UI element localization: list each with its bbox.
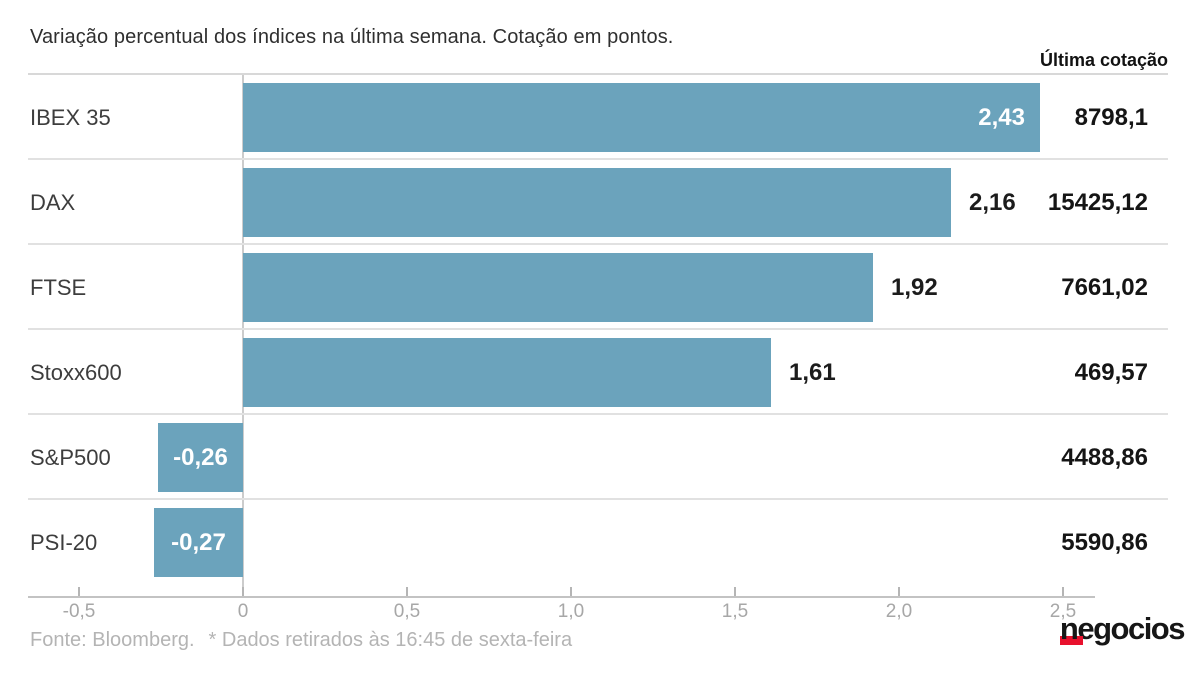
last-quote-column-header: Última cotação	[1039, 50, 1168, 70]
row-label: PSI-20	[30, 529, 98, 555]
chart-title: Variação percentual dos índices na últim…	[30, 26, 674, 48]
axis-tick-mark	[1062, 587, 1064, 596]
axis-tick-label: 2,0	[885, 601, 913, 622]
axis-tick-mark	[570, 587, 572, 596]
axis-tick-label: 0	[237, 601, 249, 622]
bar-value-label: 2,43	[978, 103, 1025, 131]
axis-tick-label: 1,0	[557, 601, 585, 622]
chart-row: DAX 2,16 15425,12	[0, 160, 1200, 245]
quote-value: 5590,86	[1061, 528, 1148, 556]
row-label: S&P500	[30, 444, 111, 470]
chart-rows: IBEX 35 2,43 8798,1 DAX 2,16 15425,12 FT…	[0, 75, 1200, 585]
bar-value-label: 1,61	[789, 358, 836, 386]
chart-row: FTSE 1,92 7661,02	[0, 245, 1200, 330]
bar	[243, 168, 951, 237]
source-text: Fonte: Bloomberg.	[30, 629, 195, 651]
axis-tick-mark	[734, 587, 736, 596]
quote-value: 8798,1	[1074, 103, 1148, 131]
bar-value-label: -0,27	[171, 528, 226, 556]
axis-tick-label: 0,5	[393, 601, 421, 622]
bar-value-label: -0,26	[173, 443, 228, 471]
row-label: Stoxx600	[30, 359, 122, 385]
chart-row: PSI-20 -0,27 5590,86	[0, 500, 1200, 585]
logo-red-underline	[1059, 636, 1083, 645]
footnote-text: * Dados retirados às 16:45 de sexta-feir…	[208, 629, 573, 651]
chart-row: IBEX 35 2,43 8798,1	[0, 75, 1200, 160]
axis-tick-mark	[78, 587, 80, 596]
axis-tick-mark	[406, 587, 408, 596]
row-label: DAX	[30, 189, 76, 215]
axis-tick-mark	[242, 587, 244, 596]
bar: -0,27	[154, 508, 243, 577]
axis-tick-label: 2,5	[1049, 601, 1077, 622]
logo-letter-n: n	[1059, 611, 1079, 646]
quote-value: 7661,02	[1061, 273, 1148, 301]
x-axis-line	[28, 596, 1095, 598]
bar	[243, 253, 873, 322]
bar: 2,43	[243, 83, 1040, 152]
bar-value-label: 1,92	[891, 273, 938, 301]
axis-tick-label: 1,5	[721, 601, 749, 622]
chart-row: S&P500 -0,26 4488,86	[0, 415, 1200, 500]
quote-value: 15425,12	[1047, 188, 1148, 216]
axis-tick-mark	[898, 587, 900, 596]
zero-axis-line	[242, 75, 244, 596]
header-divider	[28, 73, 1168, 75]
row-label: IBEX 35	[30, 104, 111, 130]
footer: Fonte: Bloomberg. * Dados retirados às 16…	[30, 629, 572, 652]
quote-value: 469,57	[1074, 358, 1148, 386]
row-label: FTSE	[30, 274, 87, 300]
chart-row: Stoxx600 1,61 469,57	[0, 330, 1200, 415]
axis-tick-label: -0,5	[62, 601, 96, 622]
bar-value-label: 2,16	[969, 188, 1016, 216]
negocios-logo: negocios	[1059, 611, 1185, 647]
bar: -0,26	[158, 423, 243, 492]
bar	[243, 338, 771, 407]
logo-rest-letters: egocios	[1077, 611, 1185, 646]
quote-value: 4488,86	[1061, 443, 1148, 471]
